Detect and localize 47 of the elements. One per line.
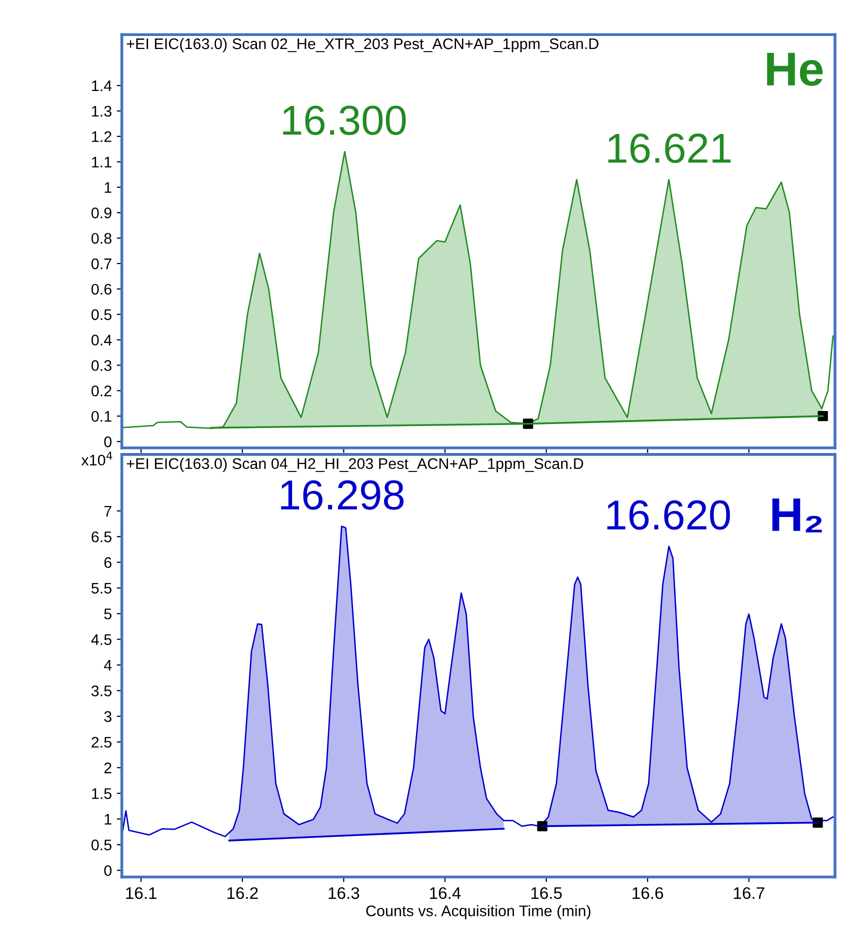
- y-tick-label: 0.4: [91, 334, 112, 346]
- x-tick-label: 16.5: [531, 887, 562, 899]
- y-tick-label: 0.1: [91, 410, 112, 422]
- y-tick-label: 0.5: [91, 840, 112, 850]
- y-tick-label: 1.1: [92, 156, 112, 168]
- y-tick-label: 4.5: [91, 634, 112, 645]
- x-tick-label: 16.6: [632, 887, 664, 899]
- y-tick-label: 6.5: [92, 531, 112, 542]
- y-tick-label: 2: [104, 762, 112, 774]
- y-tick-label: 2.5: [92, 736, 112, 748]
- annotation: 16.620: [607, 500, 730, 530]
- y-tick-label: 0.8: [91, 232, 112, 244]
- y-tick-label: 6: [104, 557, 112, 568]
- x-tick-label: 16.4: [430, 887, 461, 899]
- y-tick-label: 0.7: [91, 258, 112, 270]
- y-tick-label: 0.2: [91, 386, 112, 396]
- y-tick-label: 0.3: [91, 360, 112, 371]
- y-axis-title: x10$^{4}$: [81, 452, 112, 466]
- annotation: 16.621: [608, 134, 731, 164]
- y-tick-label: 0.9: [91, 208, 112, 218]
- x-tick-label: 16.2: [227, 887, 258, 899]
- x-axis-title: Counts vs. Acquisition Time (min): [366, 905, 590, 920]
- y-tick-label: 0.6: [91, 284, 112, 295]
- y-tick-label: 1.2: [92, 131, 112, 142]
- y-tick-label: 3: [104, 711, 112, 722]
- x-tick-label: 16.7: [734, 887, 764, 899]
- annotation: 16.300: [283, 106, 406, 136]
- y-tick-label: 0: [104, 436, 112, 448]
- y-tick-label: 1: [104, 814, 112, 825]
- y-tick-label: 1.5: [92, 788, 112, 800]
- y-tick-label: 0.5: [91, 309, 112, 320]
- annotation: H₂: [772, 498, 822, 532]
- annotation: He: [767, 52, 823, 86]
- annotation: 16.298: [281, 480, 404, 510]
- y-tick-label: 1.4: [92, 80, 112, 92]
- chart-title: +EI EIC(163.0) Scan 02_He_XTR_203 Pest_ACN+AP_1ppm_Scan.D: [126, 38, 598, 52]
- y-tick-label: 1: [104, 182, 112, 193]
- y-tick-label: 4: [104, 660, 112, 671]
- y-tick-label: 1.3: [92, 106, 112, 117]
- y-tick-label: 5: [104, 608, 112, 620]
- chart-title: +EI EIC(163.0) Scan 04_H2_HI_203 Pest_ACN+AP_1ppm_Scan.D: [126, 458, 584, 472]
- y-tick-label: 7: [104, 506, 112, 516]
- y-tick-label: 5.5: [91, 582, 112, 594]
- y-tick-label: 3.5: [91, 686, 112, 696]
- y-tick-label: 0: [104, 865, 112, 876]
- x-tick-label: 16.3: [328, 887, 360, 899]
- x-tick-label: 16.1: [126, 887, 156, 899]
